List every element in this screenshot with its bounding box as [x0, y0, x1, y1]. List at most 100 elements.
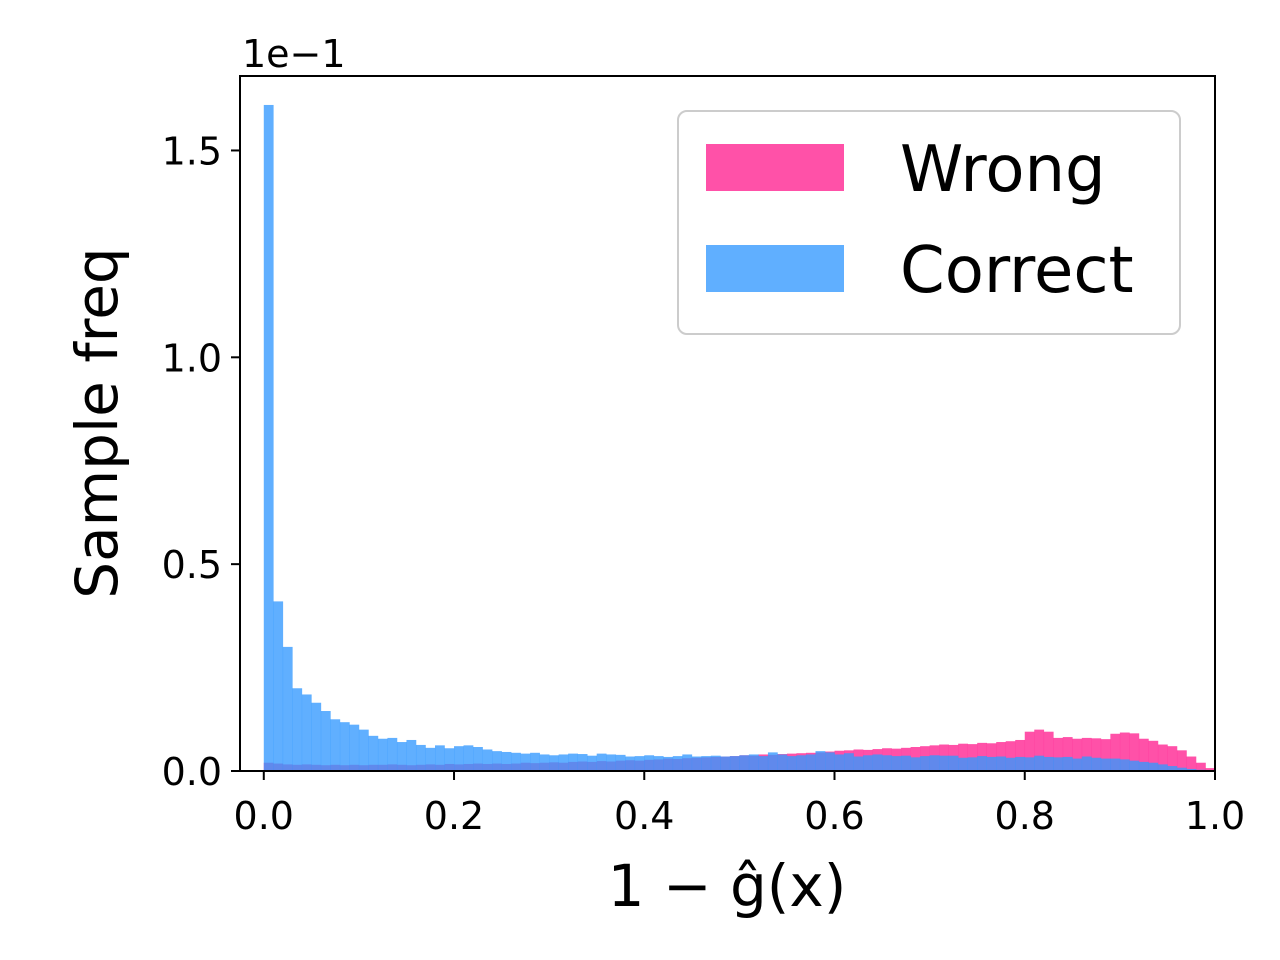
bar-wrong: [1148, 740, 1159, 771]
bar-correct: [815, 751, 826, 771]
bar-correct: [596, 753, 607, 771]
bar-correct: [396, 742, 407, 771]
bar-correct: [672, 756, 683, 771]
bar-wrong: [1100, 739, 1111, 771]
bar-correct: [368, 735, 379, 771]
x-tick-label: 0.2: [424, 794, 484, 838]
bar-correct: [463, 745, 474, 771]
bar-correct: [292, 688, 303, 771]
bar-correct: [511, 752, 521, 771]
bar-correct: [882, 755, 892, 771]
plot-frame: [239, 75, 1216, 772]
legend-swatch-correct: [706, 245, 844, 292]
bar-wrong: [1053, 737, 1064, 771]
bar-wrong: [1024, 731, 1035, 771]
bar-correct: [1157, 764, 1168, 771]
bar-correct: [710, 755, 721, 771]
bar-correct: [853, 756, 864, 771]
bar-correct: [606, 754, 617, 771]
bar-correct: [986, 756, 997, 771]
bar-correct: [568, 753, 578, 771]
bar-correct: [1110, 758, 1121, 771]
legend-swatch-wrong: [706, 144, 844, 191]
y-tick-label: 1.5: [162, 129, 222, 173]
bar-correct: [1081, 756, 1092, 771]
x-axis-ticks: 0.0 0.2 0.4 0.6 0.8 1.0: [234, 771, 1245, 838]
legend-label-correct: Correct: [900, 234, 1134, 308]
bar-correct: [1186, 768, 1197, 771]
bar-wrong: [1205, 768, 1216, 771]
x-tick-label: 0.0: [234, 794, 294, 838]
y-axis-label: Sample freq: [63, 247, 131, 598]
bar-correct: [1100, 758, 1111, 771]
bar-correct: [539, 754, 550, 771]
bar-correct: [1176, 767, 1187, 771]
bar-correct: [358, 729, 369, 771]
bar-correct: [330, 719, 341, 771]
bar-correct: [682, 754, 693, 771]
bar-correct: [891, 756, 902, 771]
bar-correct: [530, 752, 540, 771]
bar-wrong: [1005, 741, 1016, 771]
bar-wrong: [1081, 737, 1092, 771]
bar-wrong: [1119, 732, 1130, 771]
bar-correct: [739, 755, 750, 771]
bar-correct: [577, 754, 588, 771]
bar-correct: [767, 752, 778, 771]
x-tick-label: 0.4: [614, 794, 674, 838]
bar-correct: [1053, 757, 1064, 771]
bar-wrong: [1034, 729, 1045, 771]
bar-correct: [387, 737, 398, 771]
bar-wrong: [1015, 739, 1026, 771]
bar-correct: [863, 755, 873, 771]
legend-label-wrong: Wrong: [900, 133, 1106, 207]
y-tick-label: 0.5: [162, 543, 222, 587]
bar-wrong: [1176, 750, 1187, 771]
bar-wrong: [1157, 744, 1168, 771]
bar-correct: [435, 745, 445, 771]
bar-correct: [729, 756, 740, 771]
bar-correct: [948, 755, 959, 771]
x-tick-label: 0.6: [804, 794, 864, 838]
bar-correct: [558, 754, 569, 771]
bar-correct: [748, 754, 759, 771]
bar-wrong: [1043, 731, 1054, 771]
bar-correct: [634, 756, 645, 771]
bar-correct: [492, 751, 502, 771]
bar-correct: [1148, 762, 1159, 771]
bar-correct: [644, 755, 655, 771]
bar-correct: [720, 756, 731, 771]
y-axis-ticks: 0.0 0.5 1.0 1.5: [162, 129, 240, 794]
bar-correct: [1062, 756, 1073, 771]
bar-correct: [967, 757, 978, 771]
bar-wrong: [1195, 762, 1206, 771]
bar-correct: [929, 755, 940, 771]
bar-wrong: [1138, 738, 1149, 771]
bar-correct: [844, 753, 854, 771]
bar-correct: [415, 744, 426, 771]
bar-wrong: [1091, 738, 1102, 771]
bar-correct: [1043, 756, 1054, 771]
bar-correct: [615, 754, 626, 771]
bar-correct: [1034, 755, 1045, 771]
bar-wrong: [1062, 737, 1073, 771]
bar-correct: [1167, 766, 1178, 771]
bar-correct: [301, 694, 312, 771]
bar-correct: [872, 754, 883, 771]
bar-correct: [1119, 759, 1130, 771]
histogram-bars: [263, 104, 1216, 772]
bar-correct: [587, 755, 598, 771]
bar-correct: [273, 601, 284, 771]
bar-correct: [349, 724, 360, 771]
bar-correct: [1138, 761, 1149, 771]
bar-correct: [796, 755, 807, 771]
bar-correct: [282, 646, 293, 771]
bar-correct: [834, 754, 845, 771]
bar-correct: [482, 749, 493, 771]
bar-wrong: [1072, 738, 1083, 771]
bar-correct: [520, 753, 531, 771]
bar-correct: [425, 747, 436, 771]
y-tick-label: 0.0: [162, 750, 222, 794]
bar-correct: [501, 751, 512, 771]
